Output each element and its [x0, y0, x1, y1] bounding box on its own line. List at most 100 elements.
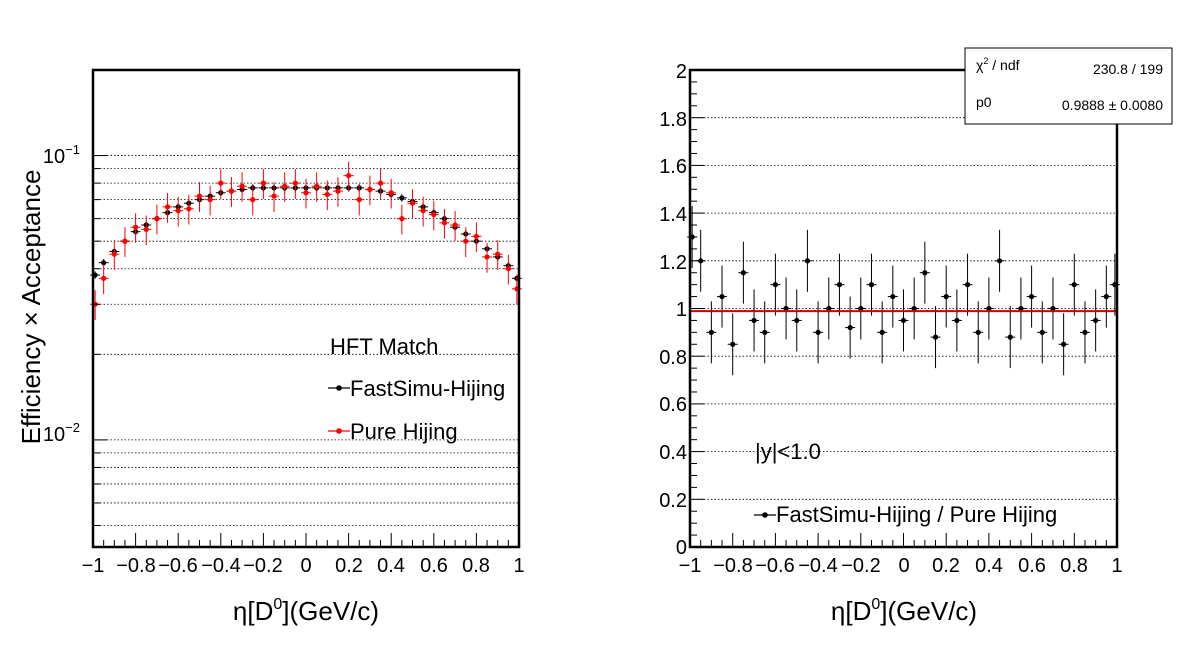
- fit-p0-value: 0.9888 ± 0.0080: [1062, 97, 1163, 113]
- legend-marker-pure-hijing: [336, 428, 342, 434]
- ratio-point: [1029, 293, 1035, 300]
- right-xtick-label: −1: [679, 555, 702, 577]
- ratio-point: [943, 293, 949, 300]
- ratio-point: [911, 305, 917, 312]
- fastsimu-point: [101, 260, 107, 266]
- pure-hijing-point: [122, 238, 128, 244]
- left-xtick-label: 0.8: [462, 555, 490, 577]
- legend-entry-pure-hijing: Pure Hijing: [328, 419, 458, 444]
- legend-label-ratio: FastSimu-Hijing / Pure Hijing: [776, 502, 1057, 527]
- left-gridlines: [93, 69, 519, 526]
- ratio-point: [1018, 305, 1024, 312]
- ratio-point: [986, 305, 992, 312]
- pure-hijing-point: [314, 183, 320, 189]
- ratio-point: [868, 282, 875, 288]
- ratio-point: [975, 329, 981, 335]
- pure-hijing-point: [409, 200, 416, 206]
- right-ytick-label: 2: [676, 61, 687, 83]
- right-ytick-label: 1.4: [659, 204, 687, 226]
- right-xtick-label: −0.6: [755, 555, 794, 577]
- right-axis-ticks: [689, 69, 1118, 548]
- right-xtick-label: 0.8: [1060, 555, 1088, 577]
- pure-hijing-point: [399, 216, 405, 222]
- left-xtick-label: 0.4: [377, 555, 405, 577]
- pure-hijing-point: [207, 197, 213, 203]
- pure-hijing-point: [473, 233, 479, 239]
- pure-hijing-point: [377, 180, 384, 186]
- ratio-point: [922, 270, 928, 276]
- left-ytick-label-1: 10−1: [43, 142, 80, 168]
- pure-hijing-point: [441, 220, 448, 226]
- pure-hijing-point: [186, 206, 192, 212]
- pure-hijing-point: [133, 224, 139, 230]
- pure-hijing-point: [260, 180, 266, 186]
- pure-hijing-point: [239, 183, 245, 189]
- right-ytick-label: 0.2: [659, 490, 687, 512]
- pure-hijing-point: [356, 197, 362, 203]
- fit-chi2-label: χ2 / ndf: [976, 56, 1020, 73]
- pure-hijing-point: [303, 190, 309, 196]
- fit-chi2-value: 230.8 / 199: [1093, 61, 1163, 77]
- ratio-point: [772, 282, 779, 288]
- pure-hijing-point: [111, 251, 117, 257]
- ratio-point: [719, 293, 725, 300]
- ratio-point: [751, 317, 757, 324]
- pure-hijing-point: [463, 238, 469, 244]
- pure-hijing-point: [420, 208, 426, 214]
- left-xtick-label: −1: [82, 555, 105, 577]
- pure-hijing-point: [484, 254, 490, 260]
- pure-hijing-point: [175, 208, 181, 214]
- left-axis-ticks: [92, 69, 520, 547]
- ratio-point: [890, 293, 896, 300]
- ratio-point: [1103, 293, 1109, 300]
- pure-hijing-point: [431, 212, 437, 218]
- pure-hijing-point: [452, 222, 458, 228]
- right-ytick-label: 1.2: [659, 252, 687, 274]
- right-ytick-label: 1: [676, 299, 687, 321]
- ratio-point: [794, 317, 800, 324]
- rapidity-annotation: |y|<1.0: [755, 439, 821, 464]
- legend-marker-fastsimu: [336, 385, 342, 391]
- fastsimu-point: [399, 195, 405, 201]
- ratio-point: [1071, 282, 1077, 288]
- fit-p0-label: p0: [976, 94, 992, 110]
- right-xtick-label: 0.4: [975, 555, 1003, 577]
- right-xtick-label: −0.8: [713, 555, 752, 577]
- legend-entry-fastsimu: FastSimu-Hijing: [328, 376, 505, 401]
- right-legend: FastSimu-Hijing / Pure Hijing: [754, 502, 1057, 527]
- pure-hijing-point: [101, 275, 107, 281]
- pure-hijing-point: [154, 216, 160, 222]
- left-xtick-labels: −1 −0.8 −0.6 −0.4 −0.2 0 0.2 0.4 0.6 0.8…: [82, 555, 525, 577]
- ratio-point: [847, 324, 853, 331]
- pure-hijing-point: [346, 173, 352, 179]
- right-ytick-label: 0.4: [659, 442, 687, 464]
- left-legend: HFT Match FastSimu-Hijing Pure Hijing: [328, 334, 505, 444]
- left-xtick-label: −0.8: [116, 555, 155, 577]
- left-xtick-label: −0.2: [243, 555, 282, 577]
- ratio-point: [954, 317, 960, 324]
- left-ytick-label-2: 10−2: [43, 420, 80, 446]
- left-x-axis-title: η[D0](GeV/c): [233, 596, 379, 626]
- ratio-point: [762, 329, 768, 335]
- right-xtick-labels: −1 −0.8 −0.6 −0.4 −0.2 0 0.2 0.4 0.6 0.8…: [679, 555, 1123, 577]
- right-ytick-label: 0.6: [659, 394, 687, 416]
- left-xtick-label: −0.4: [201, 555, 240, 577]
- ratio-point: [1039, 329, 1045, 335]
- pure-hijing-point: [271, 193, 277, 199]
- left-data-series: [90, 161, 522, 321]
- ratio-point: [1050, 305, 1056, 312]
- right-xtick-label: −0.2: [841, 555, 880, 577]
- right-ytick-label: 1.6: [659, 156, 687, 178]
- ratio-point: [826, 305, 832, 312]
- ratio-point: [1082, 329, 1088, 335]
- left-xtick-label: 0: [300, 555, 311, 577]
- left-plot-frame: [91, 68, 521, 549]
- right-xtick-label: 0: [898, 555, 909, 577]
- pure-hijing-point: [250, 197, 256, 203]
- pure-hijing-point: [218, 180, 224, 186]
- right-ytick-label: 1.8: [659, 109, 687, 131]
- pure-hijing-point: [228, 188, 235, 194]
- left-xtick-label: −0.6: [158, 555, 197, 577]
- ratio-point: [879, 329, 885, 335]
- left-legend-header: HFT Match: [330, 334, 438, 359]
